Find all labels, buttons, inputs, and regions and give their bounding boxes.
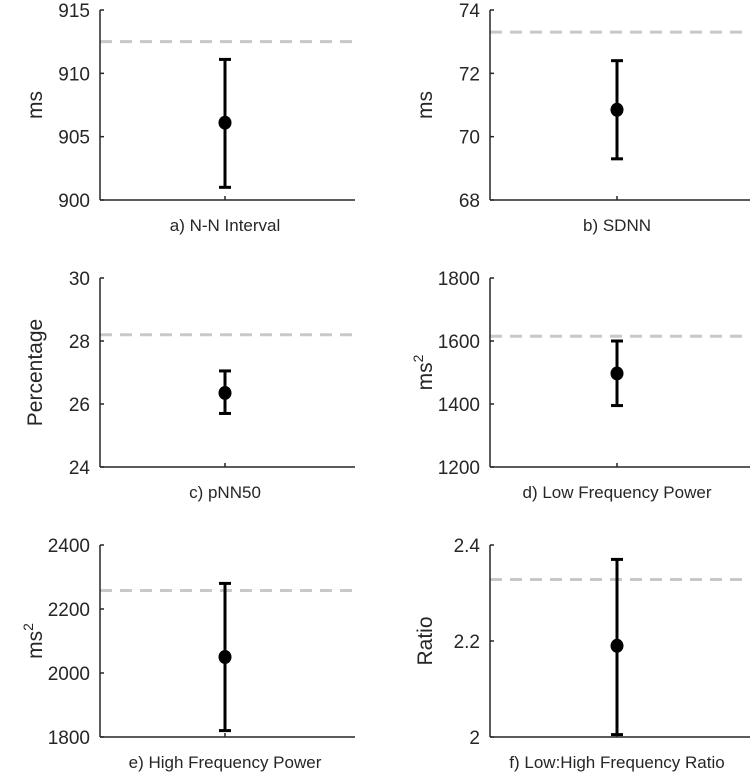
- y-tick-label: 910: [58, 64, 90, 85]
- y-tick-label: 915: [58, 1, 90, 22]
- y-axis-label: Ratio: [414, 616, 437, 665]
- y-axis-label: Percentage: [24, 319, 47, 426]
- y-tick-label: 26: [69, 395, 90, 416]
- subplot-4: 1200 1400 1600 1800 ms2 d) Low Frequency Powe…: [410, 269, 750, 502]
- y-axis-label: ms: [24, 91, 47, 119]
- y-tick-label: 70: [459, 128, 480, 149]
- y-tick-label: 900: [58, 191, 90, 212]
- y-tick-label: 2400: [48, 536, 90, 557]
- y-axis-label-superscript: 2: [410, 354, 426, 362]
- mean-marker: [610, 366, 624, 381]
- y-tick-label: 1800: [48, 728, 90, 749]
- subplot-2: 68 70 72 74 ms b) SDNN: [414, 1, 750, 235]
- y-tick-label: 2200: [48, 600, 90, 621]
- subplot-title: a) N-N Interval: [170, 216, 281, 235]
- mean-marker: [610, 102, 624, 117]
- subplot-title: e) High Frequency Power: [129, 753, 322, 772]
- y-tick-label: 2.2: [454, 632, 480, 653]
- y-tick-label: 2: [469, 728, 480, 749]
- y-tick-label: 1200: [438, 458, 480, 479]
- mean-marker: [610, 638, 624, 653]
- subplot-6: 2 2.2 2.4 Ratio f) Low:High Frequency Ratio: [414, 536, 750, 772]
- subplot-1: 900 905 910 915 ms a) N-N Interval: [24, 1, 355, 235]
- subplot-title: d) Low Frequency Power: [523, 483, 712, 502]
- y-tick-label: 1400: [438, 395, 480, 416]
- y-tick-label: 28: [69, 332, 90, 353]
- mean-marker: [218, 385, 232, 400]
- mean-marker: [218, 115, 232, 130]
- subplot-3: 24 26 28 30 Percentage c) pNN50: [24, 269, 355, 502]
- y-tick-label: 905: [58, 128, 90, 149]
- subplot-5: 1800 2000 2200 2400 ms2 e) High Frequency Pow…: [20, 536, 355, 772]
- y-axis-label: ms: [414, 91, 437, 119]
- y-tick-label: 68: [459, 191, 480, 212]
- subplot-title: b) SDNN: [583, 216, 651, 235]
- y-tick-label: 74: [459, 1, 481, 22]
- y-tick-label: 72: [459, 64, 480, 85]
- y-tick-label: 1800: [438, 269, 480, 290]
- subplot-title: c) pNN50: [189, 483, 261, 502]
- y-tick-label: 2000: [48, 664, 90, 685]
- y-axis-label: ms2: [410, 354, 437, 390]
- y-tick-label: 1600: [438, 332, 480, 353]
- y-axis-label-superscript: 2: [20, 623, 36, 631]
- y-tick-label: 2.4: [454, 536, 481, 557]
- y-tick-label: 24: [69, 458, 91, 479]
- y-axis-label: ms2: [20, 623, 47, 659]
- subplot-title: f) Low:High Frequency Ratio: [509, 753, 724, 772]
- mean-marker: [218, 650, 232, 664]
- y-tick-label: 30: [69, 269, 90, 290]
